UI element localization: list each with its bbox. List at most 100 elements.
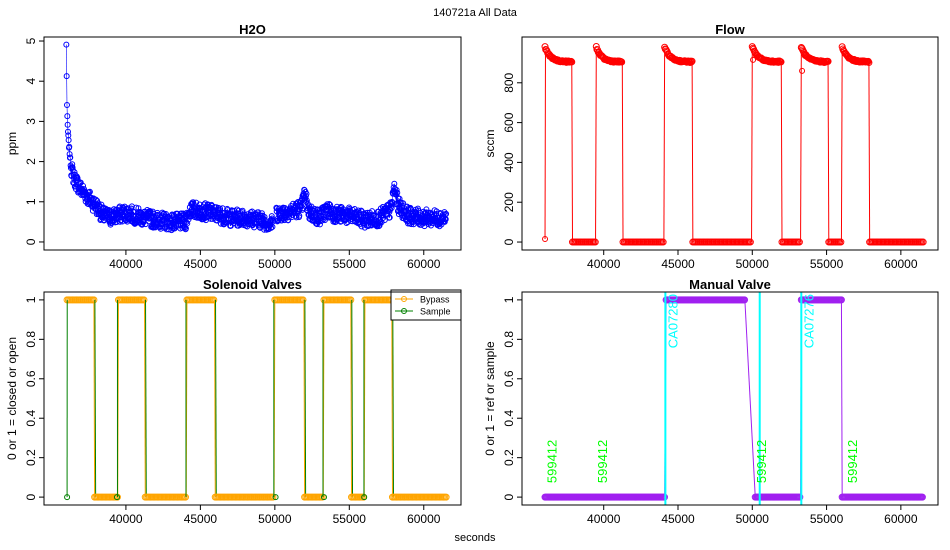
flow-drop-line <box>571 61 574 243</box>
bypass-point-low <box>442 493 450 501</box>
x-tick-label: 45000 <box>184 512 218 526</box>
y-tick-label: 0.2 <box>24 449 38 466</box>
x-tick-label: 60000 <box>884 512 918 526</box>
flow-point-low <box>746 238 754 246</box>
sample-rise-line <box>351 299 354 498</box>
x-tick-label: 50000 <box>258 257 292 271</box>
x-tick-label: 55000 <box>810 512 844 526</box>
y-tick-label: 1 <box>24 198 38 205</box>
reference-label: CA07280 <box>665 294 680 348</box>
sample-point <box>113 494 120 501</box>
sample-id-label: 599412 <box>845 440 860 483</box>
x-tick-label: 50000 <box>258 512 292 526</box>
y-tick-label: 0.8 <box>502 331 516 348</box>
y-tick-label: 1 <box>502 296 516 303</box>
bypass-drop-line <box>391 299 393 498</box>
y-tick-label: 0 <box>502 493 516 500</box>
flow-drop-line <box>691 61 694 243</box>
y-tick-label: 0.8 <box>24 331 38 348</box>
plot-frame <box>521 36 939 251</box>
plot-area <box>63 41 450 234</box>
flow-point-high <box>687 58 695 66</box>
y-tick-label: 5 <box>24 37 38 44</box>
x-axis-label: seconds <box>455 532 496 544</box>
legend-swatch-point <box>401 296 407 302</box>
plot-area <box>63 296 450 501</box>
flow-point-low <box>795 238 803 246</box>
flow-drop-line <box>868 61 871 243</box>
y-tick-label: 0.4 <box>24 410 38 427</box>
x-tick-label: 45000 <box>661 512 695 526</box>
plot-frame <box>43 291 462 506</box>
y-tick-label: 2 <box>24 158 38 165</box>
bypass-point-high <box>140 296 148 304</box>
chart-title: Flow <box>715 22 745 37</box>
flow-point-high <box>592 42 600 50</box>
chart-solenoid: Solenoid Valves 0 or 1 = closed or open 40… <box>5 277 462 526</box>
flow-rise-line <box>663 50 666 243</box>
chart-h2o: H2O ppm 40000 45000 50000 55000 60000 0 1 2 3 4 5 <box>5 22 462 271</box>
chart-flow: Flow sccm 40000 45000 50000 55000 60000 0 200 400… <box>483 22 939 271</box>
sample-point <box>320 494 327 501</box>
sample-point <box>64 494 71 501</box>
y-tick-label: 0 <box>502 238 516 245</box>
bypass-point-low <box>318 493 326 501</box>
y-axis-label: sccm <box>483 130 497 158</box>
y-tick-label: 400 <box>502 152 516 172</box>
x-tick-label: 40000 <box>587 257 621 271</box>
x-tick-label: 40000 <box>109 512 143 526</box>
x-tick-label: 40000 <box>109 257 143 271</box>
sample-id-label: 599412 <box>595 440 610 483</box>
y-tick-label: 0 <box>24 238 38 245</box>
x-tick-label: 60000 <box>884 257 918 271</box>
flow-rise-line <box>840 50 843 243</box>
bypass-point-high <box>299 296 307 304</box>
y-tick-label: 1 <box>24 296 38 303</box>
sample-rise-line <box>392 299 394 498</box>
x-tick-label: 55000 <box>333 257 367 271</box>
bypass-point-high <box>210 296 218 304</box>
y-tick-label: 200 <box>502 192 516 212</box>
h2o-point <box>74 174 81 181</box>
flow-point-high <box>663 47 671 55</box>
h2o-point <box>268 213 275 220</box>
flow-rise-line <box>800 50 802 243</box>
sample-rise-line <box>94 299 97 498</box>
y-tick-label: 3 <box>24 118 38 125</box>
plot-frame <box>521 291 939 506</box>
x-tick-label: 45000 <box>661 257 695 271</box>
y-tick-label: 4 <box>24 78 38 85</box>
sample-rise-line <box>304 299 307 498</box>
sample-point <box>361 494 368 501</box>
manual-drop-line <box>840 299 843 498</box>
flow-point-low <box>919 238 927 246</box>
x-tick-label: 60000 <box>407 257 441 271</box>
y-tick-label: 800 <box>502 72 516 92</box>
y-axis-label: 0 or 1 = closed or open <box>5 337 19 460</box>
y-axis-label: 0 or 1 = ref or sample <box>483 341 497 456</box>
plot-frame <box>43 36 462 251</box>
flow-outlier <box>750 56 757 63</box>
legend-label: Bypass <box>420 295 450 305</box>
y-tick-label: 0.2 <box>502 449 516 466</box>
bypass-drop-line <box>144 299 146 498</box>
flow-point-high <box>776 57 784 65</box>
sample-point <box>272 494 279 501</box>
x-tick-label: 60000 <box>407 512 441 526</box>
y-tick-label: 600 <box>502 112 516 132</box>
sample-rise-line <box>145 299 147 498</box>
y-axis-label: ppm <box>5 132 19 155</box>
x-tick-label: 55000 <box>810 257 844 271</box>
flow-point-high <box>562 58 570 66</box>
chart-title: Manual Valve <box>689 277 771 292</box>
flow-drop-line <box>621 61 624 243</box>
flow-drop-line <box>827 61 830 243</box>
manual-point-low <box>796 493 804 501</box>
chart-manual: Manual Valve 0 or 1 = ref or sample 40000 4… <box>483 277 939 526</box>
x-tick-label: 50000 <box>736 512 770 526</box>
flow-drop-line <box>780 61 783 243</box>
flow-outlier <box>542 236 549 243</box>
plot-area <box>541 296 926 501</box>
bypass-drop-line <box>303 299 306 498</box>
